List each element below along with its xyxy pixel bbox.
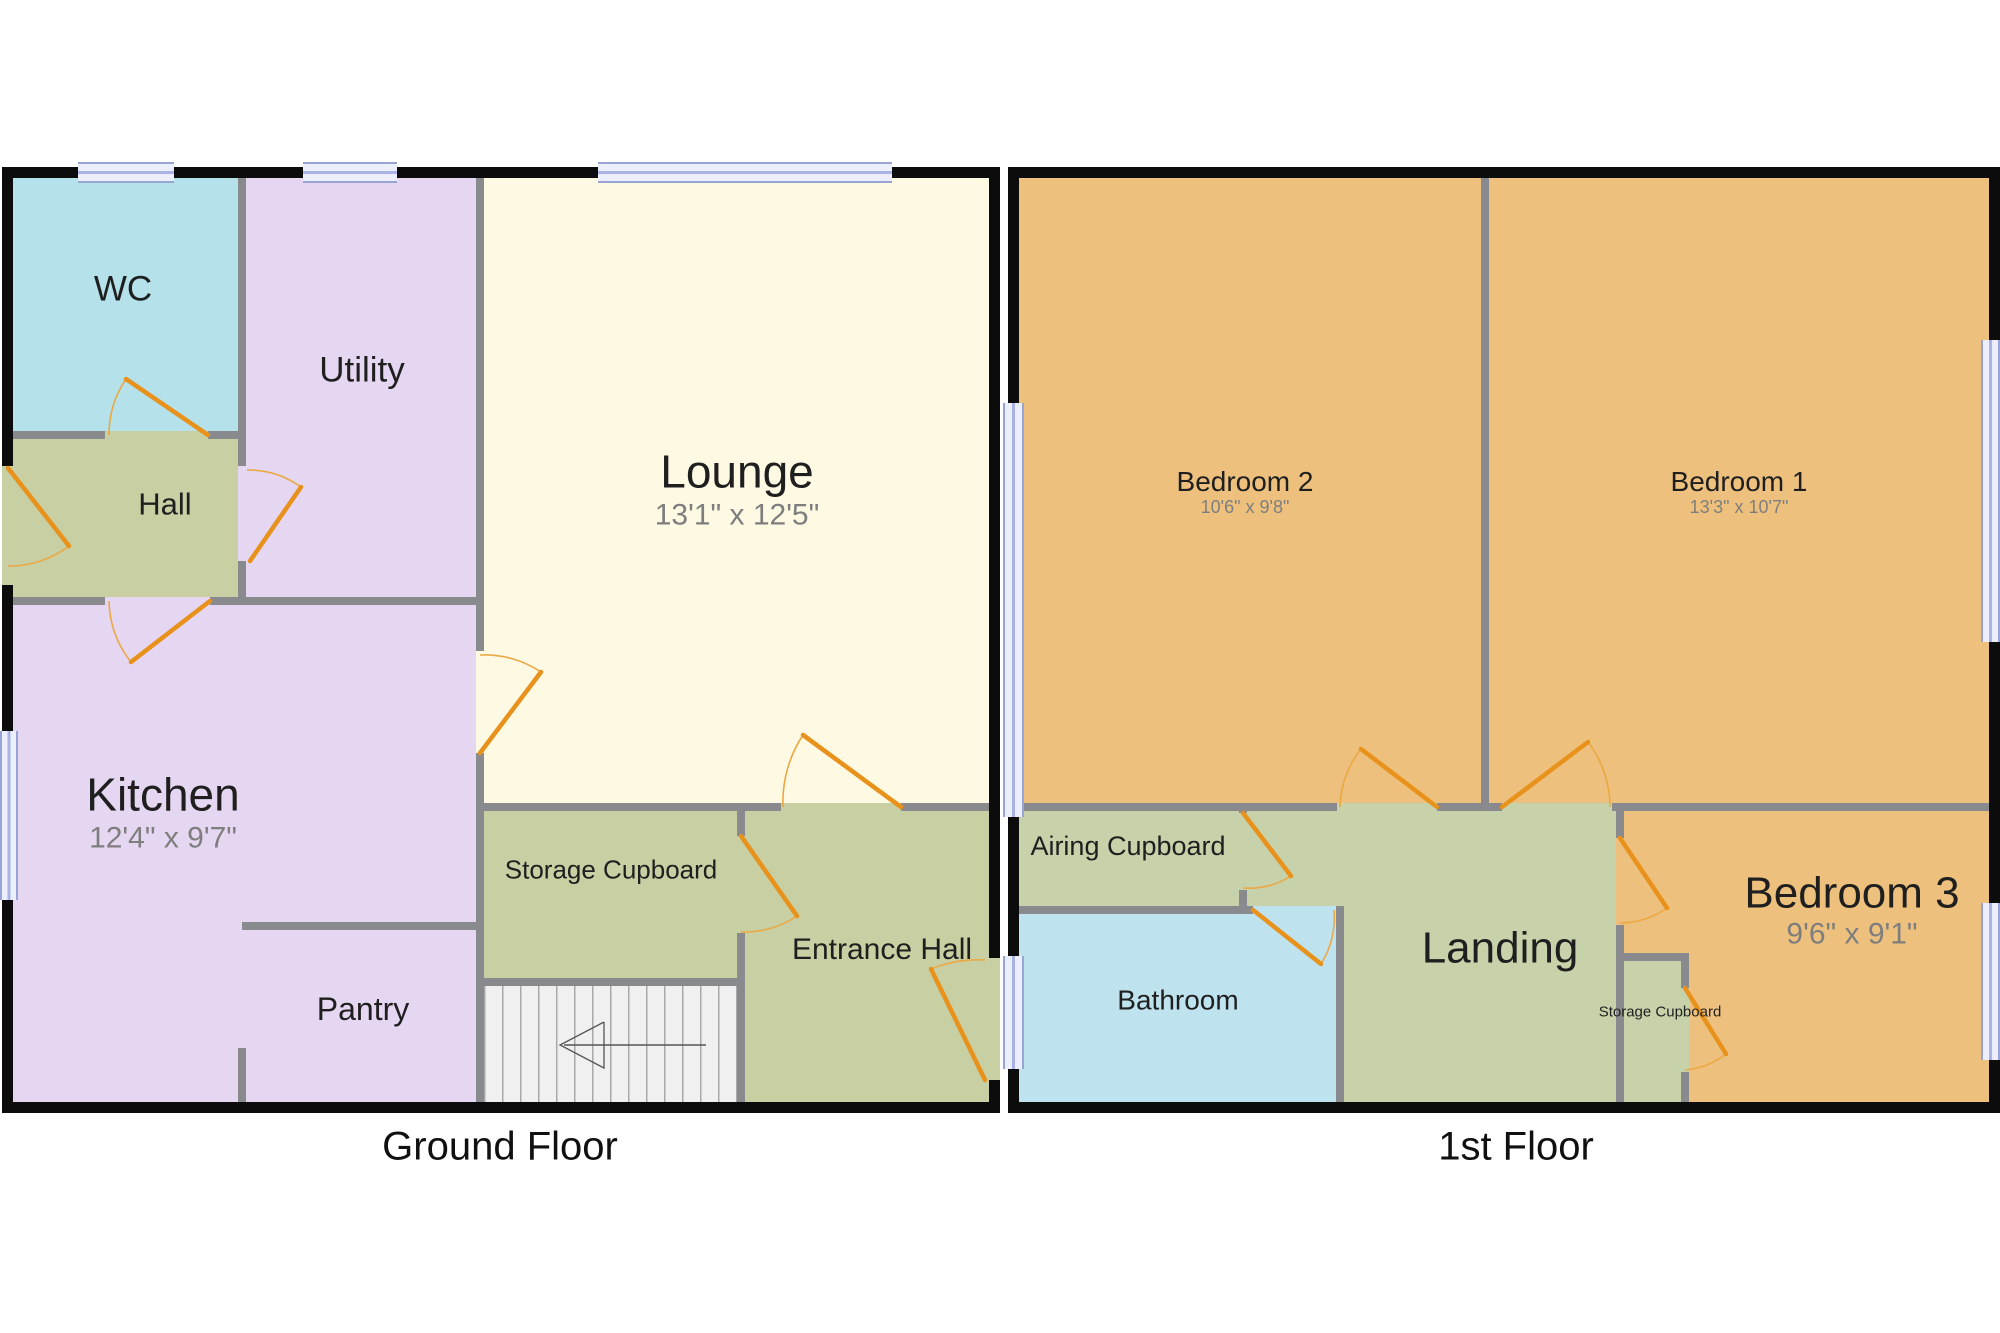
- wall: [484, 803, 781, 811]
- wall: [1019, 803, 1337, 811]
- wall: [1481, 178, 1489, 803]
- exterior-wall-top: [2, 167, 1000, 178]
- wall: [1239, 803, 1247, 813]
- window: [78, 162, 174, 183]
- room-name-pantry: Pantry: [316, 991, 410, 1028]
- window: [598, 162, 892, 183]
- wall: [476, 753, 484, 1102]
- window: [0, 731, 18, 900]
- wall: [1616, 953, 1689, 961]
- doorway-gap: [989, 958, 1000, 1080]
- wall: [238, 1048, 246, 1102]
- room-label-utility: Utility: [319, 350, 405, 389]
- window: [1981, 340, 2000, 642]
- room-name-landing: Landing: [1421, 923, 1579, 973]
- room-storage-cupboard-gf: [484, 803, 745, 986]
- room-dims-bedroom-2: 10'6" x 9'8": [1200, 497, 1290, 518]
- wall: [1612, 803, 1989, 811]
- wall: [484, 978, 745, 986]
- room-dims-lounge: 13'1" x 12'5": [654, 497, 820, 531]
- room-dims-bedroom-3: 9'6" x 9'1": [1786, 917, 1918, 951]
- room-label-kitchen: Kitchen 12'4" x 9'7": [86, 769, 239, 854]
- window: [1981, 903, 2000, 1060]
- room-label-storage-cupboard-1f: Storage Cupboard: [1598, 1003, 1722, 1022]
- room-name-entrance-hall: Entrance Hall: [791, 933, 973, 967]
- wall: [1681, 961, 1689, 988]
- room-name-bedroom-3: Bedroom 3: [1744, 868, 1960, 918]
- wall: [238, 178, 246, 466]
- wall: [208, 431, 238, 439]
- room-dims-bedroom-1: 13'3" x 10'7": [1689, 497, 1789, 518]
- room-label-wc: WC: [94, 269, 152, 308]
- doorway-gap: [2, 466, 13, 585]
- wall: [210, 597, 476, 605]
- room-bedroom-2: [1019, 178, 1489, 811]
- wall: [238, 561, 246, 605]
- room-label-bathroom: Bathroom: [1117, 984, 1238, 1015]
- wall: [1616, 925, 1624, 1102]
- room-name-storage-cupboard-gf: Storage Cupboard: [504, 854, 718, 885]
- wall: [737, 811, 745, 836]
- room-label-bedroom-3: Bedroom 3 9'6" x 9'1": [1744, 869, 1959, 952]
- room-label-airing-cupboard: Airing Cupboard: [1030, 831, 1225, 861]
- room-hall: [13, 431, 246, 605]
- room-label-storage-cupboard-gf: Storage Cupboard: [505, 855, 717, 884]
- room-label-landing: Landing: [1422, 923, 1579, 972]
- wall: [1019, 906, 1253, 914]
- exterior-wall-right: [989, 167, 1000, 1113]
- room-label-entrance-hall: Entrance Hall: [792, 933, 972, 967]
- room-bedroom-1: [1481, 178, 1989, 811]
- room-dims-kitchen: 12'4" x 9'7": [89, 820, 237, 854]
- room-pantry: [246, 930, 476, 1102]
- floor-label-first: 1st Floor: [1438, 1124, 1594, 1169]
- staircase: [484, 986, 737, 1102]
- room-lounge: [476, 178, 989, 811]
- window: [303, 162, 397, 183]
- room-name-wc: WC: [93, 269, 153, 309]
- room-name-kitchen: Kitchen: [86, 768, 240, 821]
- room-name-storage-cupboard-1f: Storage Cupboard: [1598, 1003, 1722, 1021]
- room-name-bathroom: Bathroom: [1117, 984, 1239, 1016]
- exterior-wall-top: [1008, 167, 2000, 178]
- wall: [737, 933, 745, 1102]
- wall: [1681, 1072, 1689, 1102]
- room-label-lounge: Lounge 13'1" x 12'5": [655, 446, 820, 531]
- room-name-bedroom-1: Bedroom 1: [1670, 466, 1808, 498]
- wall: [242, 922, 476, 930]
- room-name-airing-cupboard: Airing Cupboard: [1030, 830, 1226, 861]
- wall: [13, 431, 105, 439]
- window: [1003, 403, 1024, 817]
- room-label-pantry: Pantry: [316, 991, 410, 1028]
- exterior-wall-bottom: [2, 1102, 1000, 1113]
- wall: [1239, 890, 1247, 914]
- room-utility: [238, 178, 484, 605]
- floor-label-ground: Ground Floor: [382, 1124, 618, 1169]
- room-name-lounge: Lounge: [660, 445, 814, 498]
- room-label-bedroom-1: Bedroom 1 13'3" x 10'7": [1671, 466, 1808, 518]
- wall: [901, 803, 989, 811]
- wall: [1616, 811, 1624, 838]
- window: [1003, 956, 1024, 1069]
- room-name-utility: Utility: [319, 350, 405, 390]
- room-name-hall: Hall: [138, 486, 192, 522]
- exterior-wall-left: [2, 167, 13, 1113]
- room-label-hall: Hall: [138, 486, 192, 523]
- room-name-bedroom-2: Bedroom 2: [1176, 466, 1314, 498]
- wall: [476, 178, 484, 651]
- room-airing-cupboard: [1019, 803, 1247, 914]
- room-label-bedroom-2: Bedroom 2 10'6" x 9'8": [1177, 466, 1314, 518]
- wall: [13, 597, 105, 605]
- wall: [1336, 906, 1344, 914]
- exterior-wall-bottom: [1008, 1102, 2000, 1113]
- room-storage-cupboard-1f: [1616, 953, 1689, 1102]
- wall: [1336, 914, 1344, 1102]
- wall: [1437, 803, 1502, 811]
